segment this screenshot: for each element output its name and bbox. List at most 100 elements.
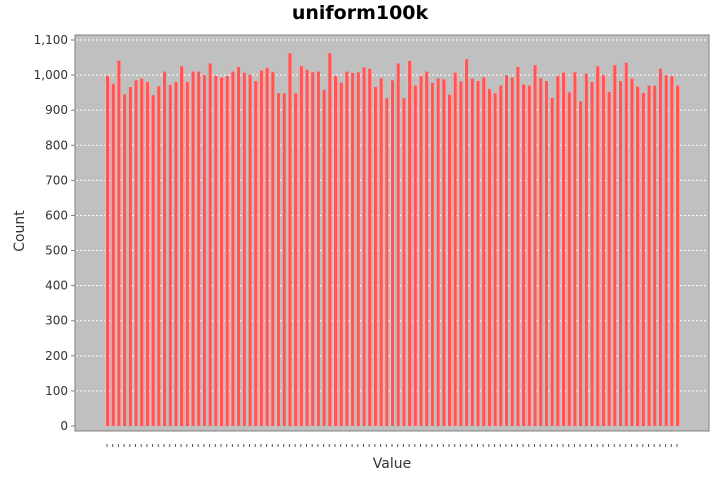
bar-highlight: [298, 65, 300, 426]
bar: [355, 72, 360, 426]
bar: [481, 77, 486, 427]
bar-highlight: [652, 85, 654, 427]
bar-highlight: [315, 71, 317, 426]
bar-highlight: [156, 86, 158, 426]
bar-highlight: [612, 65, 614, 427]
bar: [304, 69, 309, 426]
bar-highlight: [321, 89, 323, 426]
bar: [281, 93, 286, 426]
bar: [515, 67, 520, 427]
y-tick-label: 500: [45, 244, 68, 258]
bar: [270, 71, 275, 427]
bar-highlight: [207, 63, 209, 426]
bar-highlight: [367, 68, 369, 427]
bar-highlight: [424, 71, 426, 426]
bar-highlight: [201, 75, 203, 426]
bar: [378, 78, 383, 426]
y-tick-label: 300: [45, 314, 68, 328]
bar: [600, 75, 605, 426]
bar: [401, 98, 406, 426]
bar: [110, 83, 115, 427]
bar: [167, 84, 172, 427]
bar: [657, 68, 662, 427]
bar-highlight: [543, 81, 545, 426]
y-tick-label: 1,000: [34, 68, 68, 82]
bar-highlight: [504, 75, 505, 426]
bar: [179, 66, 184, 426]
bar-highlight: [549, 97, 551, 427]
y-tick-label: 0: [60, 419, 68, 433]
bar-highlight: [481, 77, 483, 427]
bar: [458, 81, 463, 426]
bar-highlight: [526, 85, 528, 427]
bar: [213, 75, 218, 426]
bar: [561, 72, 565, 426]
bar: [293, 93, 298, 426]
bar-highlight: [401, 98, 403, 426]
bar-highlight: [105, 75, 106, 426]
bar: [589, 82, 594, 427]
bar-highlight: [669, 76, 671, 426]
bar: [640, 92, 645, 427]
bar: [241, 72, 246, 426]
bar: [276, 93, 280, 426]
bar-highlight: [475, 81, 477, 426]
bar: [264, 67, 269, 426]
bar: [173, 82, 178, 427]
bar-highlight: [561, 72, 562, 426]
y-axis-label: Count: [12, 210, 28, 252]
bar: [321, 89, 326, 426]
bar: [247, 74, 252, 427]
bar: [669, 76, 674, 426]
bar-highlight: [127, 87, 129, 427]
bar: [133, 80, 138, 426]
bar-highlight: [190, 71, 192, 426]
bar: [327, 53, 332, 426]
bar: [338, 82, 343, 426]
bar-highlight: [258, 70, 260, 426]
bar: [583, 73, 588, 426]
bar: [646, 85, 651, 427]
bar-highlight: [219, 77, 220, 427]
bar: [390, 80, 394, 426]
bar-highlight: [623, 62, 625, 427]
bar: [412, 85, 417, 427]
bar: [207, 63, 212, 426]
bar: [190, 71, 195, 426]
bar: [258, 70, 263, 426]
bar-highlight: [372, 87, 374, 427]
bar-highlight: [384, 98, 386, 426]
y-axis: 0 100 200 300 400 500 600 700 800 900 1,000 1,100: [34, 33, 75, 433]
bar-highlight: [390, 80, 391, 426]
bar: [606, 91, 611, 427]
bar: [532, 65, 537, 427]
bar-highlight: [162, 71, 163, 426]
bar: [162, 71, 166, 426]
x-axis-label: Value: [372, 456, 412, 472]
bar-highlight: [498, 85, 500, 427]
bar-highlight: [595, 66, 597, 426]
bar-highlight: [116, 60, 118, 426]
bar-highlight: [241, 72, 243, 426]
x-axis: [106, 444, 678, 447]
bar-highlight: [521, 84, 523, 426]
bar: [663, 75, 668, 426]
bar-highlight: [150, 95, 152, 426]
bar: [629, 78, 634, 426]
bar-highlight: [418, 75, 420, 426]
bar: [555, 75, 560, 426]
bar-highlight: [412, 85, 414, 427]
bar: [333, 76, 337, 426]
bar-highlight: [333, 76, 334, 426]
bar: [492, 93, 497, 426]
bar: [224, 76, 229, 426]
bar: [509, 77, 514, 427]
bar: [675, 85, 679, 427]
y-tick-label: 800: [45, 138, 68, 152]
bar: [361, 67, 366, 427]
bar-highlight: [179, 66, 181, 426]
bar: [105, 75, 109, 426]
bar: [429, 82, 434, 426]
bar-highlight: [139, 78, 141, 426]
bar: [344, 71, 349, 426]
